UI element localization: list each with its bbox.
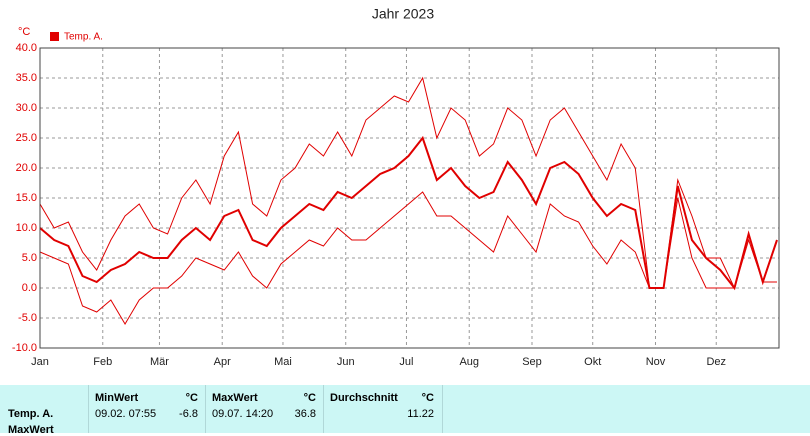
y-tick-label: -5.0 xyxy=(18,312,37,324)
y-tick-label: 15.0 xyxy=(16,192,37,204)
stat-cell: MinWert °C 09.02. 07:55 -6.8 xyxy=(88,385,206,433)
x-tick-label: Aug xyxy=(459,356,479,368)
summary-panel: Temp. A. MaxWert MinWert °C 09.02. 07:55… xyxy=(0,385,810,436)
legend-swatch xyxy=(50,32,59,41)
row-label: MaxWert xyxy=(8,424,54,436)
y-tick-label: -10.0 xyxy=(12,342,37,354)
x-tick-label: Jan xyxy=(31,356,49,368)
stat-header: MinWert xyxy=(95,392,139,404)
stat-value: 36.8 xyxy=(294,408,316,420)
x-tick-label: Feb xyxy=(93,356,112,368)
x-tick-label: Mai xyxy=(274,356,292,368)
y-tick-label: 0.0 xyxy=(22,282,37,294)
stat-unit: °C xyxy=(421,392,434,404)
y-tick-label: 30.0 xyxy=(16,102,37,114)
stat-value: -6.8 xyxy=(179,408,198,420)
x-tick-label: Apr xyxy=(214,356,231,368)
y-tick-label: 20.0 xyxy=(16,162,37,174)
x-tick-label: Nov xyxy=(646,356,666,368)
x-tick-label: Dez xyxy=(706,356,726,368)
row-label: Temp. A. xyxy=(8,408,54,420)
stat-unit: °C xyxy=(185,392,198,404)
stat-header: MaxWert xyxy=(212,392,258,404)
x-tick-label: Jun xyxy=(337,356,355,368)
series-line xyxy=(39,135,778,291)
stat-cell: Durchschnitt °C 11.22 xyxy=(323,385,443,433)
legend-label: Temp. A. xyxy=(64,32,103,43)
x-tick-label: Sep xyxy=(522,356,542,368)
stat-value: 11.22 xyxy=(407,408,434,420)
y-tick-label: 10.0 xyxy=(16,222,37,234)
chart-title: Jahr 2023 xyxy=(372,6,434,22)
y-tick-label: 35.0 xyxy=(16,72,37,84)
y-tick-label: 5.0 xyxy=(22,252,37,264)
y-tick-label: 40.0 xyxy=(16,42,37,54)
y-unit: °C xyxy=(18,26,30,38)
chart: Jahr 2023 °C Temp. A. -10.0 -5.0 0.0 5.0 10.… xyxy=(12,6,780,368)
stat-date: 09.02. 07:55 xyxy=(95,408,157,420)
x-tick-label: Mär xyxy=(150,356,169,368)
plot-frame xyxy=(39,47,780,349)
stat-unit: °C xyxy=(303,392,316,404)
stat-cell: MaxWert °C 09.07. 14:20 36.8 xyxy=(205,385,324,433)
x-tick-label: Okt xyxy=(584,356,601,368)
stat-date: 09.07. 14:20 xyxy=(212,408,274,420)
x-tick-label: Jul xyxy=(399,356,413,368)
stat-header: Durchschnitt xyxy=(330,392,398,404)
y-tick-label: 25.0 xyxy=(16,132,37,144)
